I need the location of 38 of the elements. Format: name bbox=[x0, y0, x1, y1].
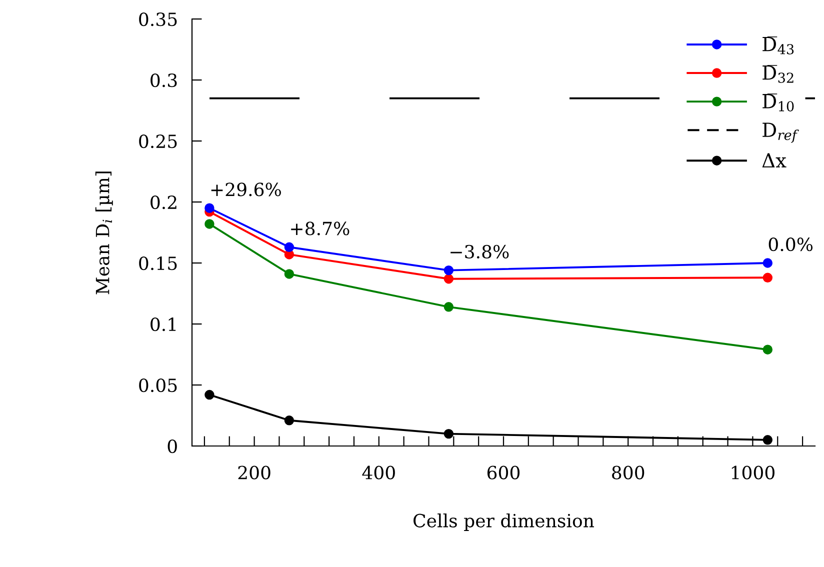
point bbox=[762, 435, 773, 445]
point bbox=[284, 242, 294, 252]
y-tick-label: 0.25 bbox=[139, 134, 177, 148]
y-tick-label: 0.35 bbox=[139, 12, 177, 26]
point bbox=[762, 272, 773, 282]
x-tick-label: 200 bbox=[238, 466, 270, 480]
point bbox=[444, 274, 454, 284]
point bbox=[204, 203, 214, 213]
annotation: −3.8% bbox=[450, 244, 509, 258]
x-tick-label: 800 bbox=[612, 466, 644, 480]
point bbox=[204, 390, 214, 400]
point bbox=[762, 344, 773, 354]
y-tick-label: 0.15 bbox=[139, 256, 177, 270]
point bbox=[444, 428, 454, 439]
annotation: 0.0% bbox=[768, 238, 813, 252]
x-tick-label: 1000 bbox=[732, 466, 774, 480]
point bbox=[284, 269, 294, 279]
y-tick-label: 0.3 bbox=[150, 73, 177, 88]
point bbox=[444, 265, 454, 276]
x-tick-label: 600 bbox=[487, 466, 520, 480]
point bbox=[204, 219, 214, 229]
y-tick-label: 0.05 bbox=[139, 378, 177, 392]
point bbox=[444, 302, 454, 312]
legend-label: Δx bbox=[762, 153, 786, 168]
y-tick-label: 0.1 bbox=[150, 317, 176, 332]
point bbox=[284, 416, 294, 426]
legend-label: D̅$_{10}$ bbox=[762, 94, 794, 112]
x-axis-title: Cells per dimension bbox=[414, 513, 594, 531]
annotation: +29.6% bbox=[211, 182, 281, 196]
annotation: +8.7% bbox=[291, 222, 350, 236]
legend-label: D̅$_{43}$ bbox=[762, 36, 794, 54]
y-tick-label: 0 bbox=[168, 439, 177, 454]
x-tick-label: 400 bbox=[362, 466, 395, 480]
y-axis-title: Mean D$_{i}$ [µm] bbox=[95, 172, 113, 294]
legend-label: D̅$_{32}$ bbox=[762, 65, 794, 83]
point bbox=[762, 258, 773, 268]
legend-label: D$_{ref}$ bbox=[762, 122, 799, 143]
y-tick-label: 0.2 bbox=[150, 195, 176, 210]
